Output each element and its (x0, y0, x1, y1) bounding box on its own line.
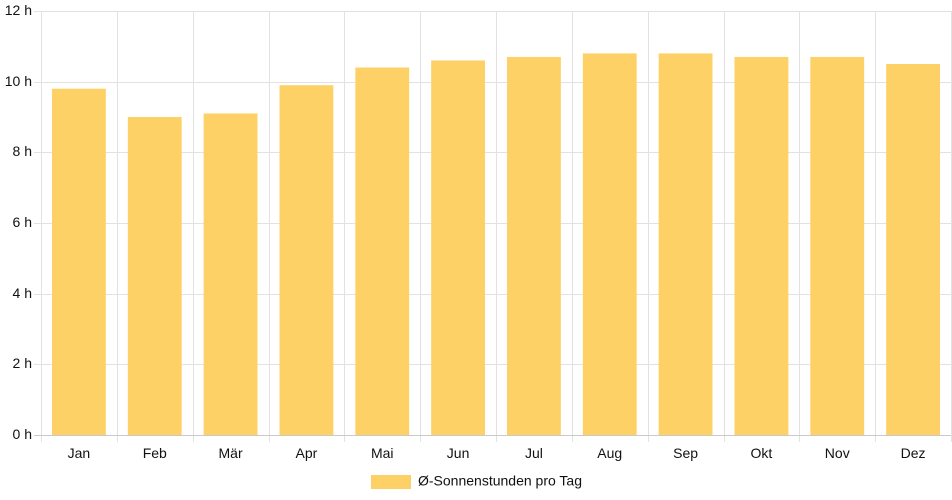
bar-jul[interactable] (507, 56, 561, 436)
x-tick-label: Dez (901, 445, 926, 461)
x-tick-label: Mai (371, 445, 394, 461)
bar-jun[interactable] (431, 60, 485, 435)
y-tick-label: 10 h (5, 73, 32, 89)
bar-jan[interactable] (52, 88, 106, 435)
bar-feb[interactable] (127, 117, 182, 435)
x-tick-label: Mär (219, 445, 243, 461)
y-tick-label: 12 h (5, 2, 32, 18)
legend-swatch[interactable] (371, 475, 411, 489)
x-tick-label: Jun (447, 445, 470, 461)
bar-sep[interactable] (658, 53, 713, 436)
bar-dez[interactable] (886, 64, 940, 435)
y-tick-label: 2 h (13, 355, 32, 371)
bar-mai[interactable] (355, 67, 410, 435)
y-tick-label: 4 h (13, 285, 32, 301)
legend-label[interactable]: Ø-Sonnenstunden pro Tag (418, 473, 582, 489)
bar-okt[interactable] (734, 56, 789, 436)
bar-aug[interactable] (582, 53, 637, 436)
x-tick-labels: Jan Feb Mär Apr Mai Jun Jul Aug Sep Okt Nov Dez (68, 445, 926, 461)
x-tick-label: Feb (143, 445, 167, 461)
x-tick-label: Apr (296, 445, 318, 461)
x-tick-label: Nov (825, 445, 850, 461)
y-tick-label: 8 h (13, 143, 32, 159)
x-tick-label: Jul (525, 445, 543, 461)
bar-mär[interactable] (203, 113, 258, 435)
x-tick-label: Okt (751, 445, 773, 461)
x-tick-label: Jan (68, 445, 91, 461)
y-tick-label: 0 h (13, 426, 32, 442)
legend[interactable]: Ø-Sonnenstunden pro Tag (371, 473, 582, 489)
y-tick-labels: 0 h 2 h 4 h 6 h 8 h 10 h 12 h (5, 2, 32, 442)
bars (52, 53, 940, 436)
bar-apr[interactable] (279, 85, 334, 435)
grid-lines (34, 11, 952, 442)
x-tick-label: Aug (597, 445, 622, 461)
y-tick-label: 6 h (13, 214, 32, 230)
bar-nov[interactable] (810, 56, 865, 436)
x-tick-label: Sep (673, 445, 698, 461)
